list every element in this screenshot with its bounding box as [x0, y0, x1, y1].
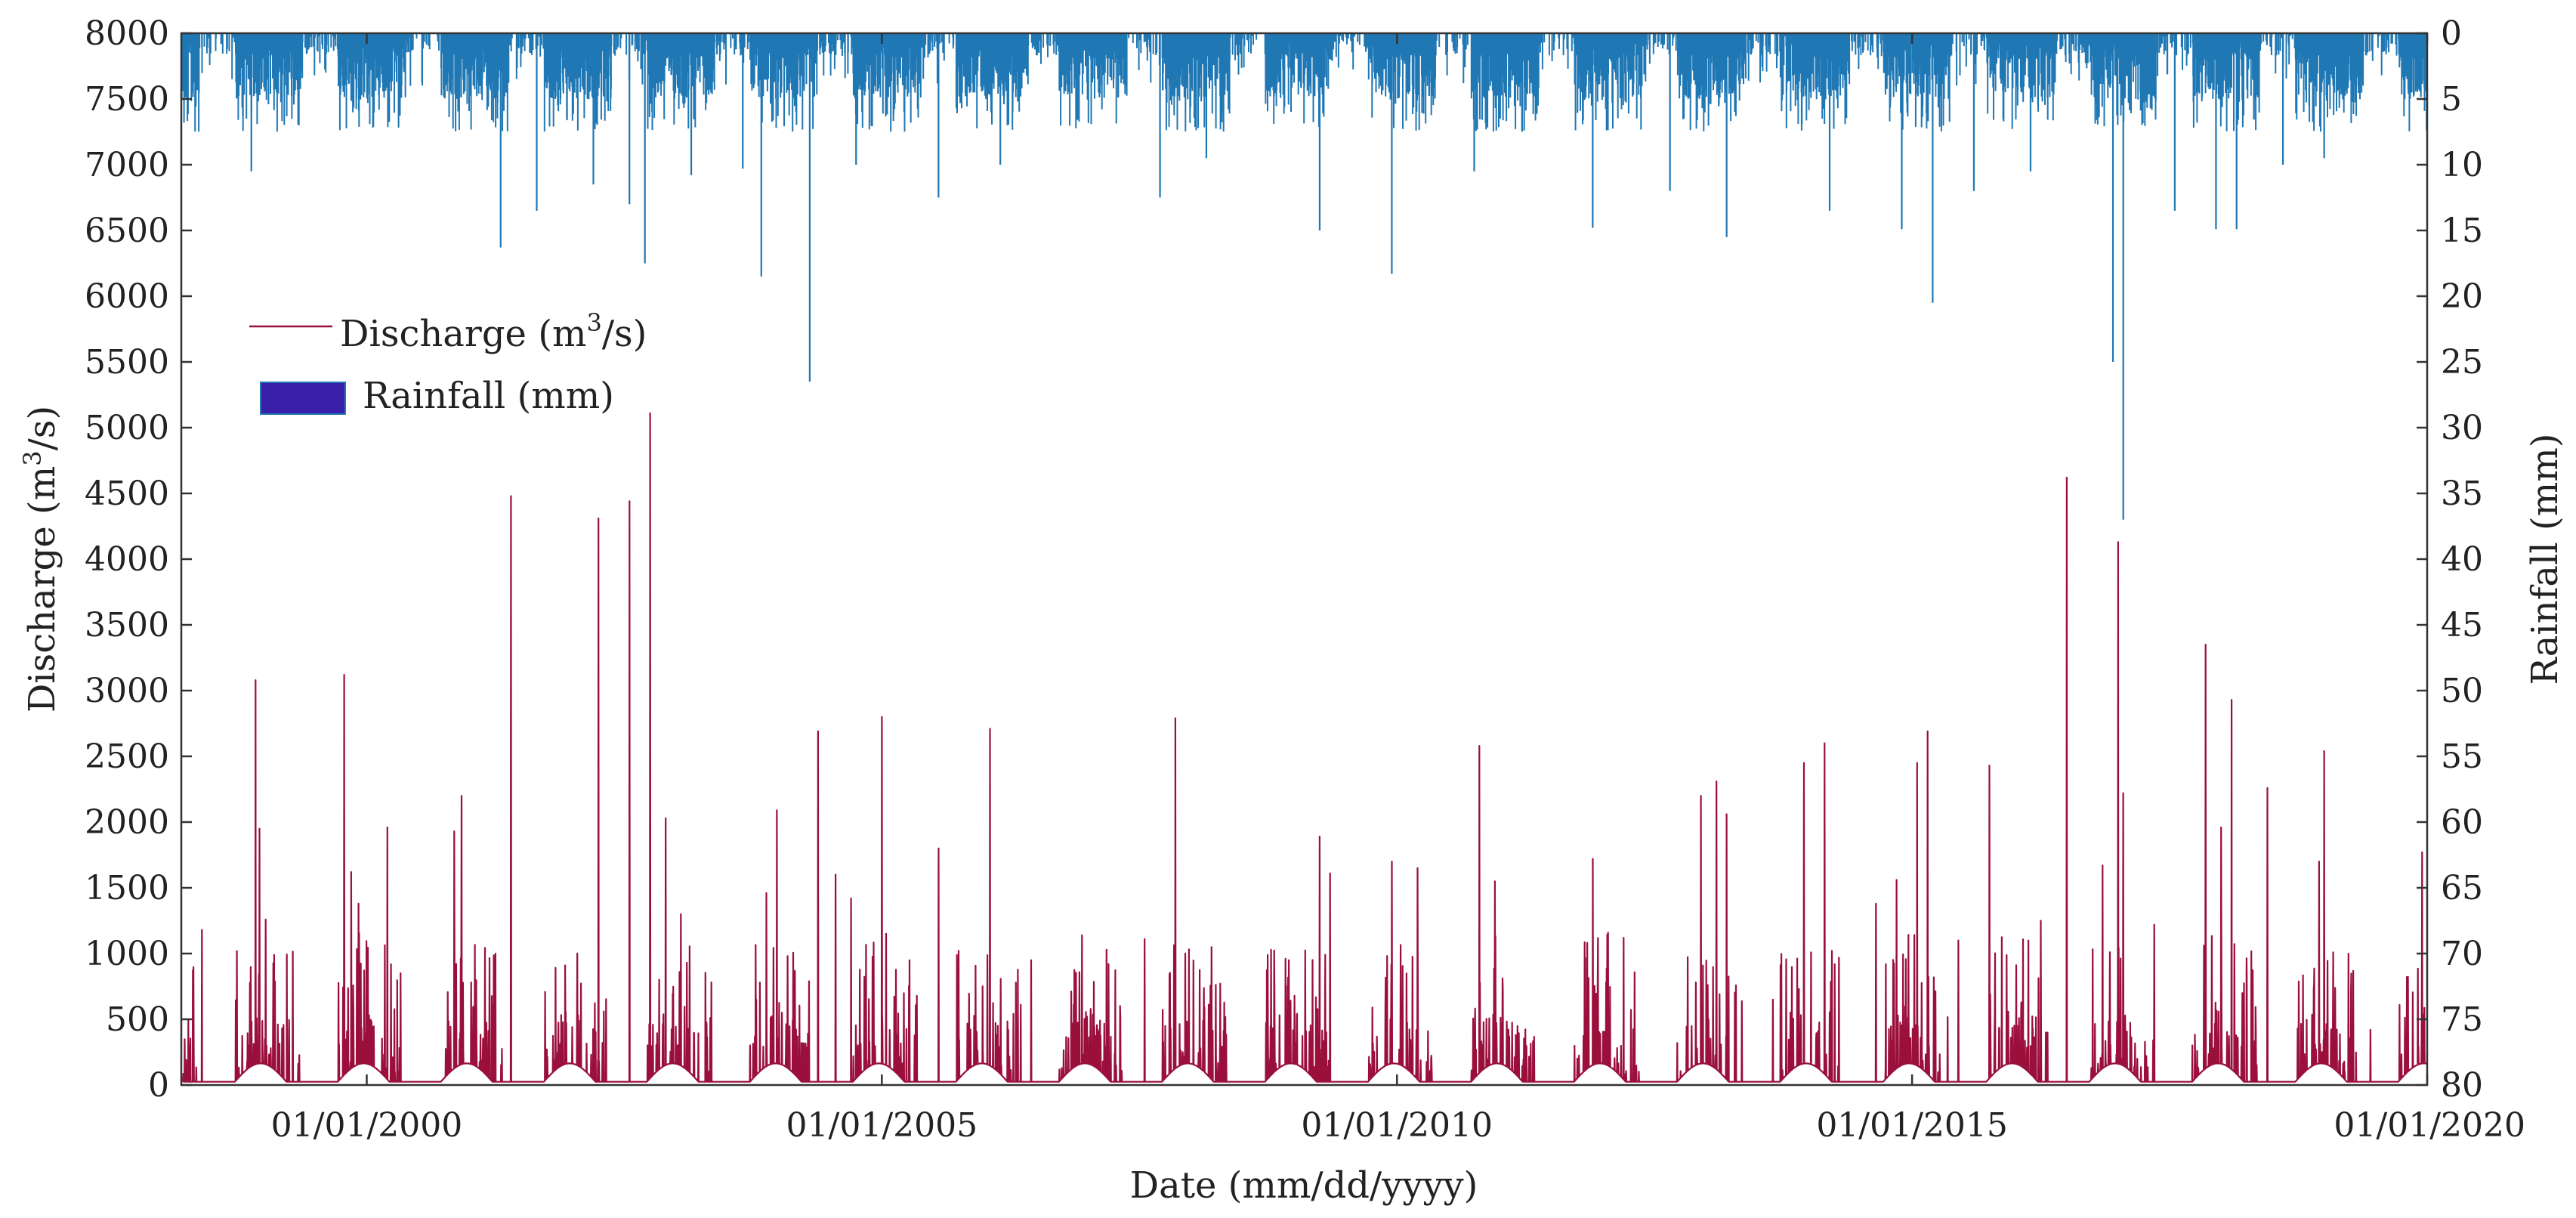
- y-left-tick-label: 7500: [85, 80, 169, 119]
- x-tick-label: 01/01/2020: [2334, 1106, 2525, 1145]
- y-left-tick-label: 6500: [85, 212, 169, 250]
- legend-rainfall-label: Rainfall (mm): [363, 375, 614, 417]
- y-left-tick-label: 500: [106, 1000, 169, 1039]
- y-left-tick-label: 1000: [85, 935, 169, 973]
- legend-rainfall-swatch: [260, 382, 346, 415]
- y-right-tick-label: 80: [2441, 1066, 2483, 1105]
- y-right-tick-label: 30: [2441, 409, 2483, 447]
- x-tick-label: 01/01/2000: [271, 1106, 463, 1145]
- y-axis-right-title: Rainfall (mm): [2524, 434, 2566, 685]
- x-axis: 01/01/2000 01/01/2005 01/01/2010 01/01/2015…: [271, 33, 2525, 1145]
- y-right-tick-label: 20: [2441, 277, 2483, 316]
- y-axis-left-title: Discharge (m3/s): [18, 406, 63, 713]
- y-left-tick-label: 4500: [85, 475, 169, 513]
- y-right-tick-label: 10: [2441, 146, 2483, 184]
- y-left-tick-label: 6000: [85, 277, 169, 316]
- y-right-tick-label: 70: [2441, 935, 2483, 973]
- left-axis: 0 500 1000 1500 2000 2500 3000 3500 4000 4500 5000…: [85, 14, 192, 1105]
- x-tick-label: 01/01/2015: [1816, 1106, 2008, 1145]
- y-right-tick-label: 15: [2441, 212, 2483, 250]
- y-right-tick-label: 5: [2441, 80, 2462, 119]
- y-left-tick-label: 3000: [85, 672, 169, 710]
- y-right-tick-label: 35: [2441, 475, 2483, 513]
- y-right-tick-label: 60: [2441, 803, 2483, 842]
- y-right-tick-label: 0: [2441, 14, 2462, 53]
- y-left-tick-label: 0: [148, 1066, 169, 1105]
- right-axis: 0 5 10 15 20 25 30 35 40 45 50 55 60 65 70 75 80: [2417, 14, 2483, 1105]
- x-axis-title: Date (mm/dd/yyyy): [1130, 1164, 1478, 1207]
- y-right-tick-label: 65: [2441, 869, 2483, 907]
- y-left-tick-label: 8000: [85, 14, 169, 53]
- y-right-tick-label: 25: [2441, 343, 2483, 382]
- discharge-series: [181, 412, 2429, 1083]
- y-left-tick-label: 2000: [85, 803, 169, 842]
- x-tick-label: 01/01/2010: [1301, 1106, 1493, 1145]
- legend-discharge-label: Discharge (m3/s): [340, 308, 647, 355]
- rainfall-series: [181, 33, 2428, 520]
- y-left-tick-label: 1500: [85, 869, 169, 907]
- y-right-tick-label: 75: [2441, 1000, 2483, 1039]
- y-right-tick-label: 45: [2441, 606, 2483, 645]
- y-right-tick-label: 50: [2441, 672, 2483, 710]
- y-right-tick-label: 55: [2441, 737, 2483, 776]
- y-left-tick-label: 2500: [85, 737, 169, 776]
- y-right-tick-label: 40: [2441, 540, 2483, 579]
- y-left-tick-label: 5000: [85, 409, 169, 447]
- y-left-tick-label: 7000: [85, 146, 169, 184]
- y-left-tick-label: 4000: [85, 540, 169, 579]
- discharge-line: [181, 412, 2429, 1083]
- y-left-tick-label: 3500: [85, 606, 169, 645]
- legend: Discharge (m3/s) Rainfall (mm): [249, 308, 647, 417]
- x-tick-label: 01/01/2005: [786, 1106, 978, 1145]
- y-left-tick-label: 5500: [85, 343, 169, 382]
